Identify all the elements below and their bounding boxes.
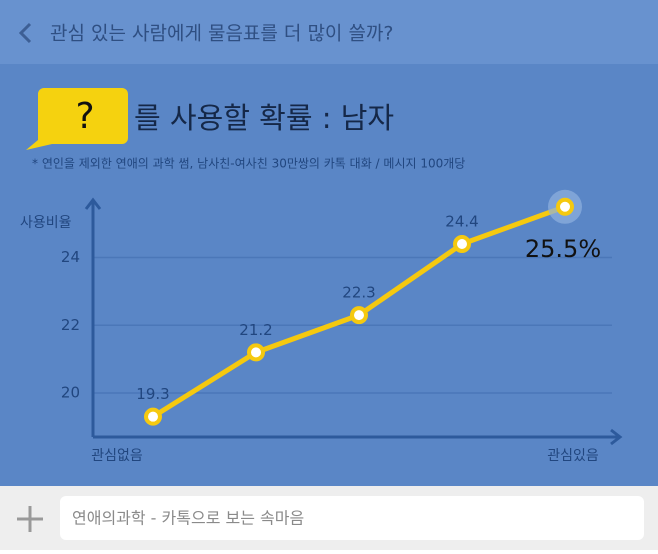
back-button[interactable]: [18, 22, 32, 44]
y-tick-label: 24: [61, 248, 80, 266]
title-mark: ?: [75, 96, 94, 137]
point: [144, 407, 162, 426]
point: [247, 343, 265, 362]
value-label: 21.2: [239, 321, 272, 339]
add-button[interactable]: [17, 506, 43, 532]
chart-title: 를 사용할 확률 : 남자: [134, 101, 394, 135]
y-axis: [84, 197, 102, 437]
message-input[interactable]: [60, 496, 644, 540]
point: [453, 235, 471, 254]
chart-subtitle: * 연인을 제외한 연애의 과학 썸, 남사친-여사친 30만쌍의 카톡 대화 …: [32, 157, 465, 171]
x-tick-label: 관심있음: [547, 448, 599, 464]
y-tick-label: 22: [61, 316, 80, 334]
value-label: 22.3: [342, 284, 375, 302]
header-bar: [0, 0, 658, 64]
x-axis: [93, 428, 623, 446]
value-label: 19.3: [136, 385, 169, 403]
header-title: 관심 있는 사람에게 물음표를 더 많이 쓸까?: [50, 23, 393, 45]
y-axis-label: 사용비율: [20, 215, 72, 231]
x-tick-label: 관심없음: [91, 448, 143, 464]
point: [556, 197, 574, 216]
question-bubble: [26, 88, 128, 150]
input-placeholder: 연애의과학 - 카톡으로 보는 속마음: [72, 509, 304, 528]
y-tick-label: 20: [61, 383, 80, 401]
point: [350, 306, 368, 325]
plot: 20 22 24 관심없음 관심있음 19.3 21.2 22.3 24.4 25.5%: [61, 189, 623, 464]
value-label: 24.4: [445, 213, 478, 231]
value-label: 25.5%: [525, 235, 601, 263]
